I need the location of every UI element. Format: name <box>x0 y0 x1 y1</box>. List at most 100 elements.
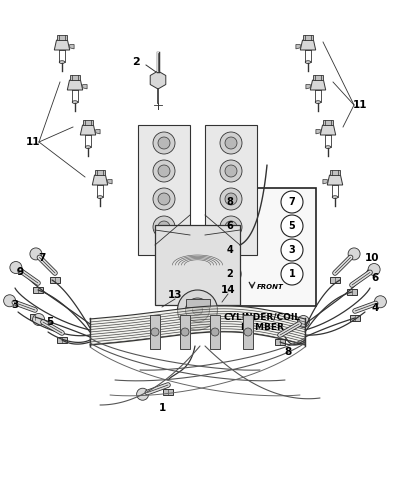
Bar <box>70 74 80 80</box>
Text: 6: 6 <box>371 273 379 283</box>
Circle shape <box>153 132 175 154</box>
Circle shape <box>4 295 16 307</box>
Circle shape <box>220 160 242 182</box>
Circle shape <box>348 248 360 260</box>
Circle shape <box>219 263 241 285</box>
Text: 8: 8 <box>284 347 292 357</box>
Polygon shape <box>54 40 70 50</box>
Text: FRONT: FRONT <box>257 284 284 290</box>
Circle shape <box>374 296 386 308</box>
Ellipse shape <box>85 146 91 148</box>
Ellipse shape <box>315 101 321 104</box>
Ellipse shape <box>305 61 311 63</box>
Circle shape <box>158 193 170 205</box>
Polygon shape <box>150 71 166 89</box>
Text: NUMBER: NUMBER <box>240 323 284 332</box>
Polygon shape <box>296 45 300 49</box>
Bar <box>57 35 67 40</box>
Bar <box>33 287 43 293</box>
Circle shape <box>33 313 45 325</box>
Circle shape <box>153 216 175 238</box>
Polygon shape <box>67 80 83 90</box>
Circle shape <box>192 305 203 315</box>
Bar <box>180 315 190 349</box>
Polygon shape <box>80 125 96 135</box>
Circle shape <box>225 193 237 205</box>
Ellipse shape <box>72 101 78 104</box>
Circle shape <box>225 137 237 149</box>
Text: 4: 4 <box>227 245 233 255</box>
Text: 11: 11 <box>26 137 40 147</box>
Circle shape <box>137 388 149 400</box>
Polygon shape <box>320 125 336 135</box>
Ellipse shape <box>325 146 331 148</box>
Circle shape <box>219 215 241 237</box>
Circle shape <box>151 328 159 336</box>
Polygon shape <box>70 45 74 49</box>
Polygon shape <box>316 130 320 134</box>
Text: 1: 1 <box>289 269 295 279</box>
Circle shape <box>158 165 170 177</box>
Circle shape <box>297 315 309 327</box>
Circle shape <box>281 263 303 285</box>
Circle shape <box>368 264 380 276</box>
Bar <box>163 389 173 395</box>
Bar <box>30 314 40 320</box>
Polygon shape <box>92 175 108 185</box>
Circle shape <box>10 262 22 274</box>
Circle shape <box>220 188 242 210</box>
Circle shape <box>281 191 303 213</box>
Polygon shape <box>323 180 327 184</box>
Polygon shape <box>83 84 87 89</box>
Bar <box>138 125 190 255</box>
Circle shape <box>153 188 175 210</box>
Polygon shape <box>108 180 112 184</box>
Text: 13: 13 <box>168 290 182 300</box>
Bar <box>205 125 257 255</box>
Bar <box>208 188 316 306</box>
Ellipse shape <box>59 61 65 63</box>
Circle shape <box>219 191 241 213</box>
Ellipse shape <box>332 196 338 198</box>
Ellipse shape <box>97 196 103 198</box>
Circle shape <box>225 221 237 233</box>
Text: 4: 4 <box>371 303 379 313</box>
Text: 2: 2 <box>132 57 140 67</box>
Bar <box>95 169 105 175</box>
Text: 7: 7 <box>289 197 295 207</box>
Polygon shape <box>96 130 100 134</box>
Circle shape <box>181 328 189 336</box>
Bar <box>186 299 209 307</box>
Text: 10: 10 <box>365 253 379 263</box>
Text: 5: 5 <box>289 221 295 231</box>
Circle shape <box>30 248 42 260</box>
Circle shape <box>220 216 242 238</box>
Bar <box>313 74 323 80</box>
Circle shape <box>158 221 170 233</box>
Text: CYLINDER/COIL: CYLINDER/COIL <box>224 312 301 321</box>
Bar <box>303 35 313 40</box>
Bar <box>330 277 340 283</box>
Bar <box>323 120 333 125</box>
Circle shape <box>211 328 219 336</box>
Circle shape <box>220 132 242 154</box>
Bar <box>150 315 160 349</box>
Bar <box>347 289 357 295</box>
Text: 7: 7 <box>38 253 46 263</box>
Text: 14: 14 <box>221 285 235 295</box>
Circle shape <box>244 328 252 336</box>
Circle shape <box>219 239 241 261</box>
Text: 2: 2 <box>227 269 233 279</box>
Circle shape <box>158 137 170 149</box>
Text: 3: 3 <box>289 245 295 255</box>
Bar <box>50 277 60 283</box>
Bar <box>330 169 340 175</box>
Bar <box>83 120 93 125</box>
Text: 5: 5 <box>46 317 54 327</box>
Circle shape <box>225 165 237 177</box>
Text: 9: 9 <box>17 267 24 277</box>
Text: 3: 3 <box>11 300 19 310</box>
Polygon shape <box>327 175 343 185</box>
Circle shape <box>281 215 303 237</box>
Polygon shape <box>300 40 316 50</box>
